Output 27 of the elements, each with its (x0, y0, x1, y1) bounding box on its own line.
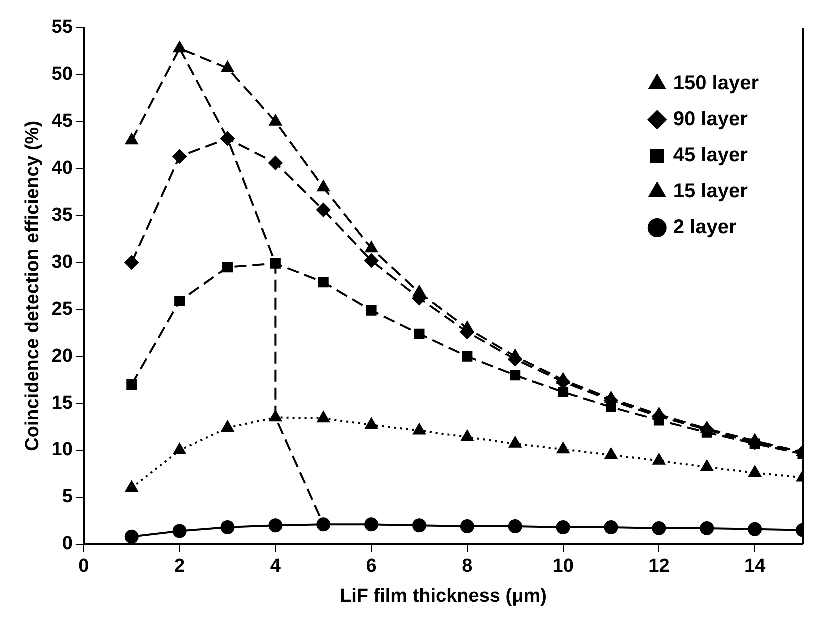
x-tick-label: 4 (270, 556, 282, 578)
y-tick-label: 35 (52, 205, 74, 226)
legend-label: 150 layer (673, 72, 760, 95)
y-tick-label: 20 (52, 346, 73, 367)
y-tick-label: 10 (52, 440, 73, 461)
x-tick-label: 12 (648, 556, 670, 578)
legend-label: 90 layer (673, 108, 748, 131)
x-tick-label: 2 (174, 556, 186, 578)
legend-label: 2 layer (673, 216, 737, 239)
legend-label: 45 layer (673, 144, 748, 167)
y-tick-label: 25 (52, 298, 74, 320)
y-tick-label: 5 (62, 486, 74, 508)
y-tick-label: 30 (52, 252, 73, 273)
x-tick-label: 0 (78, 556, 90, 578)
legend-label: 15 layer (673, 180, 748, 203)
y-tick-label: 15 (52, 392, 74, 414)
x-tick-label: 14 (744, 556, 766, 578)
x-tick-label: 8 (462, 556, 473, 578)
y-tick-label: 40 (52, 158, 73, 180)
x-tick-label: 6 (366, 556, 377, 578)
y-tick-label: 50 (52, 64, 73, 86)
x-axis-title: LiF film thickness (μm) (340, 586, 547, 607)
y-tick-label: 45 (52, 111, 74, 132)
y-tick-label: 55 (52, 17, 74, 38)
y-axis-title: Coincidence detection efficiency (%) (22, 120, 44, 452)
y-tick-label: 0 (62, 534, 73, 555)
x-tick-label: 10 (552, 556, 574, 578)
